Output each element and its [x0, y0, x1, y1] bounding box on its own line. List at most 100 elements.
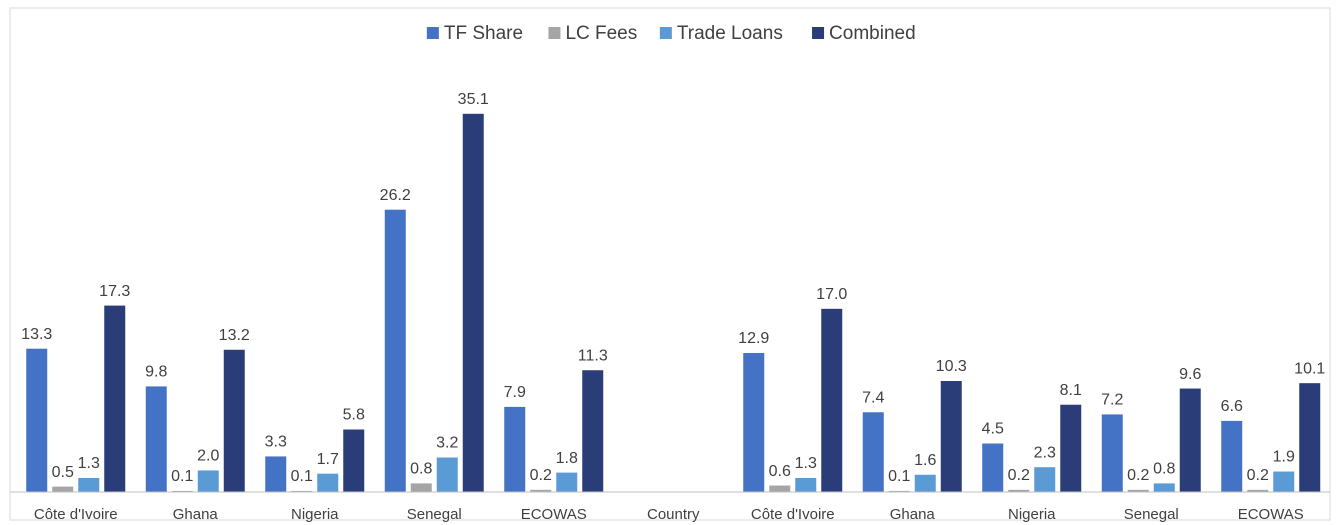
data-label: 10.1	[1294, 360, 1325, 377]
bar	[982, 443, 1004, 492]
data-label: 0.2	[530, 467, 552, 484]
x-tick-label: ECOWAS	[1238, 506, 1304, 523]
data-label: 7.9	[504, 384, 526, 401]
data-label: 0.5	[52, 464, 74, 481]
chart-border	[9, 7, 1331, 521]
bar	[1008, 489, 1030, 492]
legend-label: TF Share	[444, 23, 523, 44]
data-label: 1.6	[914, 452, 936, 469]
bar	[145, 386, 167, 492]
bar	[291, 490, 313, 492]
data-label: 11.3	[578, 347, 608, 364]
x-tick-label: Ghana	[890, 506, 936, 523]
bar	[1221, 420, 1243, 492]
data-label: 0.2	[1247, 467, 1269, 484]
legend-swatch	[548, 27, 561, 39]
legend-label: LC Fees	[565, 23, 637, 44]
data-label: 13.2	[219, 327, 250, 344]
bar	[1179, 388, 1201, 492]
data-label: 1.3	[78, 455, 100, 472]
bar	[1034, 467, 1056, 492]
bar	[743, 353, 765, 492]
data-label: 3.3	[265, 434, 287, 451]
data-label: 1.3	[795, 455, 817, 472]
bar	[384, 209, 406, 492]
x-tick-label: Senegal	[407, 506, 462, 523]
bar	[582, 370, 604, 492]
data-label: 8.1	[1060, 382, 1082, 399]
bar	[436, 457, 458, 492]
bar	[104, 305, 126, 492]
data-label: 13.3	[21, 326, 52, 343]
data-label: 0.8	[1153, 461, 1175, 478]
bar	[940, 381, 962, 492]
data-label: 17.0	[816, 286, 847, 303]
x-tick-label: Country	[647, 506, 700, 523]
bar	[265, 456, 287, 492]
bar	[556, 472, 578, 492]
bar	[171, 490, 193, 492]
data-label: 7.2	[1101, 392, 1123, 409]
bar	[1299, 383, 1321, 492]
x-tick-label: Côte d'Ivoire	[751, 506, 835, 523]
bar	[410, 483, 432, 492]
bar	[317, 473, 339, 492]
bar	[862, 412, 884, 492]
bar	[1273, 471, 1295, 492]
data-label: 0.8	[410, 461, 432, 478]
data-label: 1.8	[556, 450, 578, 467]
x-tick-label: Senegal	[1124, 506, 1179, 523]
bar	[462, 113, 484, 493]
data-label: 4.5	[982, 421, 1004, 438]
bar	[504, 406, 526, 492]
bar	[530, 489, 552, 492]
bar	[821, 308, 843, 492]
data-label: 5.8	[343, 407, 365, 424]
data-label: 2.0	[197, 448, 219, 465]
data-label: 0.1	[888, 468, 910, 485]
x-tick-label: Côte d'Ivoire	[34, 506, 118, 523]
bar	[795, 477, 817, 492]
x-tick-label: Nigeria	[291, 506, 339, 523]
data-label: 3.2	[436, 435, 458, 452]
x-tick-label: Nigeria	[1008, 506, 1056, 523]
legend-swatch	[426, 27, 439, 39]
data-label: 9.6	[1179, 366, 1201, 383]
bar	[1101, 414, 1123, 492]
bar	[52, 486, 74, 492]
bar	[914, 474, 936, 492]
bar	[223, 349, 245, 492]
legend-label: Combined	[829, 23, 916, 44]
data-label: 7.4	[862, 389, 884, 406]
data-label: 1.7	[317, 451, 339, 468]
data-label: 1.9	[1273, 449, 1295, 466]
data-label: 12.9	[738, 330, 769, 347]
data-label: 26.2	[380, 187, 411, 204]
legend: TF Share LC Fees Trade Loans Combined	[426, 23, 916, 44]
data-label: 0.1	[291, 468, 313, 485]
bar	[888, 490, 910, 492]
data-label: 0.2	[1127, 467, 1149, 484]
data-label: 6.6	[1221, 398, 1243, 415]
bar	[1127, 489, 1149, 492]
data-label: 0.6	[769, 463, 791, 480]
data-label: 0.1	[171, 468, 193, 485]
x-tick-label: ECOWAS	[521, 506, 587, 523]
bar	[78, 477, 100, 492]
legend-swatch	[659, 27, 672, 39]
data-label: 35.1	[458, 91, 489, 108]
bar	[343, 429, 365, 492]
data-label: 0.2	[1008, 467, 1030, 484]
data-label: 9.8	[145, 364, 167, 381]
data-label: 10.3	[936, 358, 967, 375]
x-tick-label: Ghana	[173, 506, 219, 523]
data-label: 17.3	[99, 283, 130, 300]
legend-label: Trade Loans	[677, 23, 783, 44]
bar	[1247, 489, 1269, 492]
bar	[26, 348, 48, 492]
data-label: 2.3	[1034, 444, 1056, 461]
legend-swatch	[812, 27, 825, 39]
bar	[1060, 404, 1082, 492]
bar	[1153, 483, 1175, 492]
